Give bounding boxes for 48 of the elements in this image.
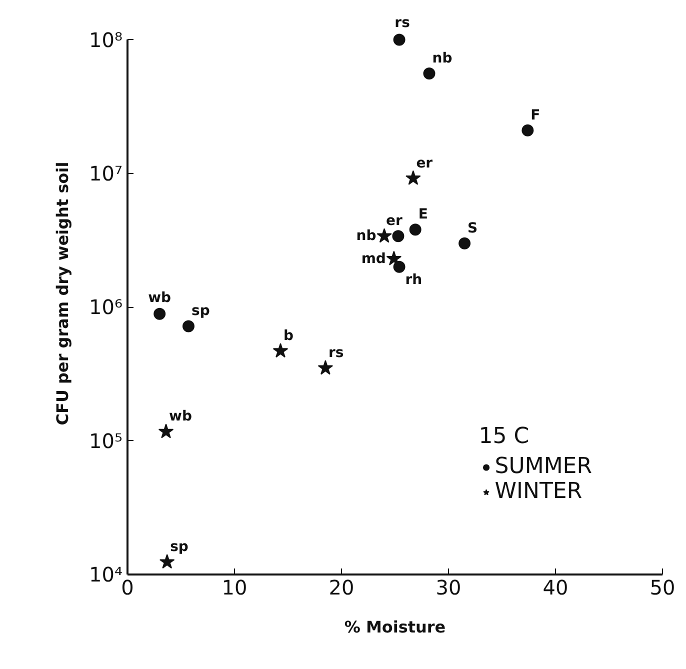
legend-label: SUMMER	[494, 454, 592, 479]
point	[159, 554, 175, 569]
y-tick-label: 10⁴	[89, 562, 122, 586]
annotation: nb	[432, 50, 452, 66]
point	[318, 360, 334, 375]
annotation: F	[530, 107, 540, 124]
point	[392, 230, 404, 242]
point	[406, 170, 421, 185]
point	[393, 260, 406, 273]
annotation: rs	[328, 345, 344, 362]
point	[393, 34, 406, 46]
point	[154, 308, 166, 320]
point	[409, 224, 422, 236]
x-tick-label: 40	[542, 576, 568, 600]
x-tick-label: 10	[222, 576, 248, 600]
point	[376, 228, 392, 243]
annotation: er	[386, 213, 403, 230]
x-tick-label: 0	[121, 576, 134, 600]
annotation: nb	[356, 228, 376, 244]
annotation: er	[416, 155, 433, 172]
annotation: wb	[148, 290, 172, 306]
x-axis-title: % Moisture	[344, 618, 446, 636]
point	[182, 320, 194, 332]
annotation: sp	[191, 303, 210, 320]
point	[522, 124, 534, 136]
point	[272, 342, 288, 358]
y-tick-label: 10⁶	[89, 295, 122, 320]
annotation: wb	[169, 408, 192, 425]
point	[158, 424, 174, 438]
annotation: E	[418, 206, 428, 223]
annotation: b	[284, 328, 294, 344]
annotation: S	[468, 220, 478, 236]
point	[423, 67, 436, 80]
point	[386, 250, 402, 266]
y-tick-label: 10⁸	[89, 28, 122, 52]
point	[458, 237, 471, 250]
y-axis-title: CFU per gram dry weight soil	[53, 162, 72, 426]
y-tick-label: 10⁵	[89, 428, 122, 453]
annotation: rs	[394, 14, 410, 31]
x-tick-label: 20	[328, 576, 354, 600]
annotation: md	[361, 250, 386, 267]
annotation: rh	[405, 272, 422, 288]
x-tick-label: 30	[436, 576, 462, 600]
x-tick-label: 50	[650, 576, 676, 600]
legend-title: 15 C	[478, 424, 530, 449]
annotation: sp	[170, 539, 188, 556]
legend-label: WINTER	[494, 479, 582, 504]
y-tick-label: 10⁷	[89, 161, 122, 186]
